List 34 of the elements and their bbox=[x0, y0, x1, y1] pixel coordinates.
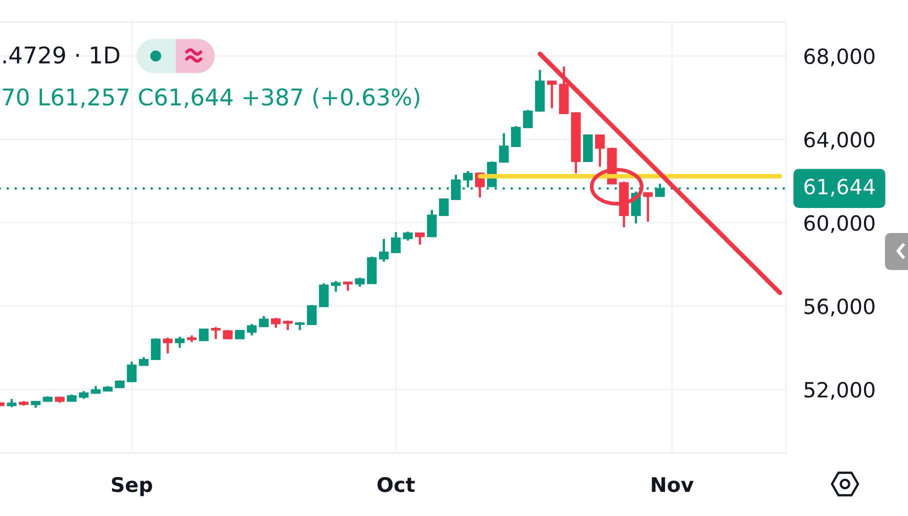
candlestick bbox=[451, 174, 461, 202]
candlestick bbox=[306, 304, 317, 326]
x-tick-label: Oct bbox=[378, 476, 415, 492]
candlestick bbox=[246, 322, 257, 337]
candlestick bbox=[427, 208, 437, 238]
ref-line-label: 61,644 bbox=[804, 178, 875, 197]
candlestick bbox=[210, 326, 221, 340]
text: .4729 · 1D bbox=[3, 46, 120, 64]
text: 70 L61,257 C61,644 +387 (+0.63%) bbox=[2, 88, 420, 108]
candlestick bbox=[162, 336, 173, 354]
candlestick bbox=[547, 79, 557, 110]
candlestick bbox=[511, 124, 521, 148]
candlestick bbox=[330, 280, 341, 293]
candlestick bbox=[126, 360, 137, 384]
y-tick-label: 64,000 bbox=[804, 132, 874, 150]
candlestick bbox=[282, 320, 293, 332]
candlestick bbox=[174, 336, 185, 349]
candlestick bbox=[463, 170, 473, 188]
y-tick-label: 56,000 bbox=[804, 298, 874, 316]
candlestick bbox=[198, 328, 209, 342]
candlestick bbox=[523, 108, 533, 129]
candlestick bbox=[318, 282, 329, 308]
candlestick bbox=[390, 230, 401, 254]
x-tick-label: Sep bbox=[112, 476, 152, 496]
candlestick bbox=[595, 133, 605, 168]
candlestick bbox=[415, 232, 425, 246]
line-series bbox=[538, 52, 782, 296]
y-tick-label: 60,000 bbox=[804, 215, 874, 234]
y-tick-label: 52,000 bbox=[804, 382, 874, 400]
y-tick-label: 68,000 bbox=[804, 48, 874, 66]
x-tick-label: Nov bbox=[652, 477, 694, 492]
candlestick bbox=[270, 316, 281, 329]
candlestick bbox=[499, 132, 509, 164]
candlestick bbox=[378, 238, 389, 263]
